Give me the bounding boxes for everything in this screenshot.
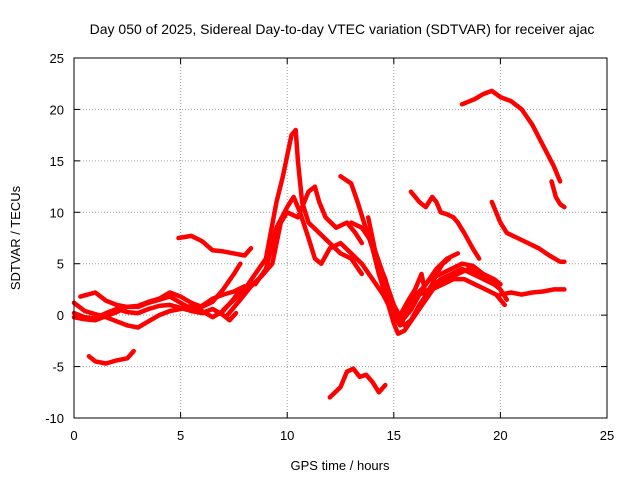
tick-labels: 0 5 10 15 20 25 -10 -5 0 5 10 15 20 25 <box>45 51 614 443</box>
series-line-trace-12 <box>365 215 507 323</box>
series-line-trace-19 <box>549 179 567 210</box>
y-tick-label: 5 <box>57 257 64 272</box>
series-line-trace-5 <box>86 348 136 366</box>
x-tick-label: 5 <box>177 428 184 443</box>
x-axis-label: GPS time / hours <box>291 458 390 473</box>
series-line-trace-20 <box>498 287 567 297</box>
y-tick-label: 15 <box>50 154 64 169</box>
x-tick-label: 10 <box>280 428 294 443</box>
y-tick-label: 25 <box>50 51 64 66</box>
y-tick-label: 20 <box>50 102 64 117</box>
series-line-trace-15 <box>327 366 388 400</box>
grid <box>73 57 608 419</box>
y-tick-label: -10 <box>45 411 64 426</box>
chart-title: Day 050 of 2025, Sidereal Day-to-day VTE… <box>90 21 595 37</box>
series-group <box>71 88 567 400</box>
series-line-trace-16 <box>408 189 482 261</box>
series-line-trace-10 <box>338 174 503 336</box>
series-line-trace-18 <box>489 199 567 264</box>
series-line-trace-14 <box>391 256 452 323</box>
series-line-trace-17 <box>459 88 563 184</box>
x-tick-label: 15 <box>387 428 401 443</box>
series-line-trace-13 <box>400 261 503 318</box>
x-tick-label: 20 <box>493 428 507 443</box>
x-tick-label: 25 <box>600 428 614 443</box>
y-tick-label: -5 <box>52 360 64 375</box>
series-line-trace-4 <box>71 302 239 323</box>
y-axis-label: SDTVAR / TECUs <box>8 185 23 290</box>
x-tick-label: 0 <box>70 428 77 443</box>
y-tick-label: 0 <box>57 308 64 323</box>
plot-frame <box>73 57 608 419</box>
series-line-trace-3 <box>78 284 247 312</box>
series-line-trace-6 <box>176 233 254 258</box>
y-tick-label: 10 <box>50 205 64 220</box>
series-line-trace-7 <box>220 127 365 313</box>
